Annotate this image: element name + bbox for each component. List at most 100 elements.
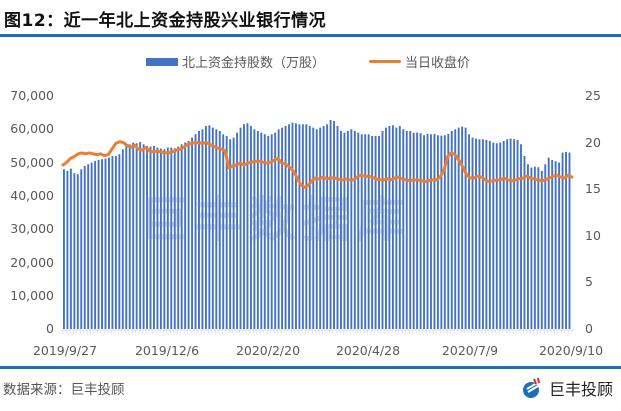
holdings-bar [544,164,547,329]
holdings-bar [256,130,259,329]
holdings-bar [326,124,329,329]
holdings-bar [114,155,117,329]
footer-divider [0,366,621,369]
holdings-bar [454,129,457,329]
holdings-bar [540,170,543,329]
holdings-bar [554,161,557,329]
holdings-bar [322,125,325,330]
holdings-bar [333,120,335,330]
holdings-bar [526,164,529,329]
holdings-bar [371,135,374,329]
holdings-bar [319,127,322,330]
holdings-bar [547,157,550,329]
holdings-bar [80,169,83,329]
holdings-bar [270,134,273,329]
holdings-bar [565,151,567,329]
holdings-bar [405,130,408,329]
holdings-bar [204,125,207,330]
holdings-bar [128,144,131,329]
holdings-bar [412,132,415,329]
holdings-bar [236,132,239,329]
brand-name: 巨丰投顾 [548,380,613,399]
holdings-bar [222,134,225,329]
holdings-bar [353,130,356,329]
holdings-bar [66,170,69,329]
holdings-bar [284,125,287,330]
y-left-tick: 70,000 [10,88,54,103]
holdings-bar [243,124,245,329]
holdings-bar [125,145,128,329]
holdings-bar [274,132,277,329]
holdings-bar [450,130,453,329]
holdings-bar [198,130,200,329]
holdings-bar [277,129,280,329]
holdings-bar [426,133,429,329]
holdings-bar [194,134,197,329]
legend-item-close-price: 当日收盘价 [369,52,470,71]
holdings-bar [208,125,211,329]
x-tick: 2020/2/20 [235,343,301,358]
holdings-bar [530,167,533,329]
holdings-bar [509,138,512,329]
holdings-bar [461,126,464,330]
legend-holdings-label: 北上资金持股数（万股） [182,56,326,71]
holdings-bar [492,142,495,329]
holdings-bar [132,142,135,329]
holdings-bar [423,135,426,329]
holdings-bar [516,139,519,329]
holdings-bar [294,123,297,329]
holdings-bar [481,139,484,329]
holdings-bar [87,164,90,329]
holdings-bar [159,148,162,329]
brand-logo-icon [522,377,540,398]
holdings-bar [308,125,311,330]
holdings-bar [329,119,332,329]
holdings-bar [121,149,124,329]
holdings-bar [111,155,114,329]
holdings-bar [419,133,422,329]
holdings-bar [533,166,536,329]
holdings-bar [170,147,173,329]
holdings-bar [215,129,218,329]
holdings-bar [340,130,342,329]
holdings-bar [398,125,401,330]
holdings-bar [430,134,432,329]
holdings-bar [502,140,505,329]
holdings-bar [180,144,183,329]
legend-bar-swatch [146,57,178,66]
brand-logo: 巨丰投顾 [521,376,613,400]
holdings-bars [63,119,571,330]
holdings-bar [83,165,86,329]
holdings-bar [218,130,221,329]
y-right-tick: 25 [585,88,601,103]
holdings-bar [229,139,232,329]
holdings-bar [104,158,107,329]
holdings-bar [260,132,263,329]
holdings-bar [464,127,467,330]
holdings-bar [416,132,419,329]
holdings-bar [191,137,194,329]
holdings-bar [447,133,450,329]
holdings-bar [523,155,526,329]
holdings-bar [350,129,353,329]
y-right-tick: 5 [585,274,593,289]
holdings-bar [201,129,204,329]
holdings-bar [537,167,540,329]
holdings-bar [184,142,187,329]
holdings-bar [336,125,339,330]
holdings-bar [475,138,477,329]
holdings-bar [301,124,304,329]
holdings-bar [90,162,93,329]
holdings-bar [139,141,142,329]
holdings-bar [346,130,349,329]
holdings-bar [551,159,554,329]
y-left-tick: 0 [46,321,54,336]
x-tick: 2020/4/28 [335,343,401,358]
title-divider [0,34,621,37]
holdings-bar [443,135,446,329]
holdings-bar [225,135,228,329]
y-left-tick: 60,000 [10,121,54,136]
holdings-bar [187,140,190,329]
holdings-bar [499,142,502,329]
holdings-bar [118,154,121,329]
